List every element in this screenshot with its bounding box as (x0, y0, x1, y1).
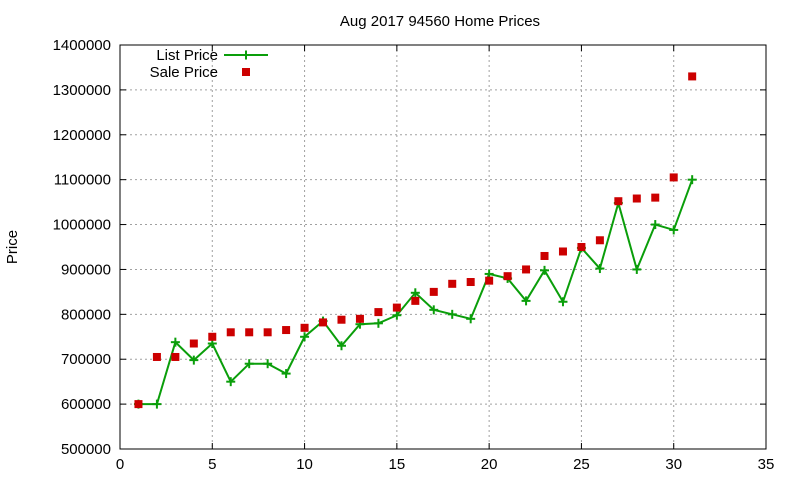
y-tick-label: 700000 (61, 351, 111, 368)
data-series (133, 72, 697, 409)
x-tick-label: 10 (296, 456, 313, 473)
sale-price-point (540, 251, 549, 260)
list-price-point (650, 220, 660, 230)
sale-price-point (152, 352, 161, 361)
x-tick-label: 20 (481, 456, 498, 473)
sale-price-point (429, 287, 438, 296)
y-tick-label: 1200000 (53, 127, 111, 144)
sale-price-point (466, 278, 475, 287)
sale-price-point (263, 328, 272, 337)
y-tick-label: 800000 (61, 306, 111, 323)
list-price-point (189, 355, 199, 365)
plot-frame (119, 44, 767, 450)
list-price-point (170, 337, 180, 347)
sale-price-point (300, 323, 309, 332)
legend-marker-sale-price (242, 68, 250, 76)
x-tick-label: 5 (208, 456, 216, 473)
y-tick-label: 1100000 (54, 172, 111, 189)
chart-title: Aug 2017 94560 Home Prices (340, 13, 540, 30)
list-price-point (669, 225, 679, 235)
sale-price-point (245, 328, 254, 337)
list-price-point (281, 369, 291, 379)
y-axis-label: Price (4, 230, 21, 264)
sale-price-point (226, 328, 235, 337)
y-tick-label: 500000 (61, 441, 111, 458)
sale-price-point (337, 315, 346, 324)
sale-price-point (411, 296, 420, 305)
list-price-point (521, 296, 531, 306)
list-price-point (558, 297, 568, 307)
list-price-point (244, 359, 254, 369)
list-price-point (152, 399, 162, 409)
legend-label-list-price: List Price (156, 47, 218, 64)
list-price-point (595, 264, 605, 274)
legend-label-sale-price: Sale Price (150, 64, 218, 81)
sale-price-point (171, 352, 180, 361)
sale-price-point (392, 303, 401, 312)
y-tick-label: 1300000 (53, 82, 111, 99)
sale-price-point (189, 339, 198, 348)
list-price-point (466, 314, 476, 324)
sale-price-point (355, 314, 364, 323)
y-tick-label: 600000 (61, 396, 111, 413)
axes: 0 5 10 15 20 25 30 35 500000 600000 700000 800000 90… (53, 37, 775, 473)
list-price-point (410, 288, 420, 298)
x-tick-label: 0 (116, 456, 124, 473)
sale-price-point (595, 236, 604, 245)
sale-price-point (448, 279, 457, 288)
sale-price-point (282, 326, 291, 335)
sale-price-point (632, 194, 641, 203)
sale-price-point (134, 400, 143, 409)
sale-price-point (688, 72, 697, 81)
sale-price-point (669, 173, 678, 182)
list-price-point (687, 175, 697, 185)
sale-price-point (319, 318, 328, 327)
sale-price-point (614, 197, 623, 206)
list-price-point (300, 332, 310, 342)
x-tick-label: 15 (389, 456, 406, 473)
list-price-point (263, 359, 273, 369)
list-price-point (540, 265, 550, 275)
list-price-point (447, 309, 457, 319)
sale-price-point (208, 332, 217, 341)
grid-lines (120, 45, 766, 449)
list-price-point (392, 310, 402, 320)
y-tick-label: 1400000 (53, 37, 111, 54)
sale-price-point (651, 193, 660, 202)
sale-price-point (374, 308, 383, 317)
list-price-point (632, 264, 642, 274)
list-price-point (373, 318, 383, 328)
sale-price-point (503, 272, 512, 281)
x-tick-label: 25 (573, 456, 590, 473)
sale-price-point (485, 276, 494, 285)
sale-price-point (558, 247, 567, 256)
sale-price-point (577, 243, 586, 251)
legend-marker-list-price (241, 50, 251, 60)
list-price-point (226, 377, 236, 387)
x-tick-label: 35 (758, 456, 775, 473)
list-price-point (429, 305, 439, 315)
y-tick-label: 900000 (61, 261, 111, 278)
y-tick-label: 1000000 (53, 217, 111, 234)
sale-price-point (522, 265, 531, 274)
list-price-point (336, 341, 346, 351)
x-tick-label: 30 (665, 456, 682, 473)
